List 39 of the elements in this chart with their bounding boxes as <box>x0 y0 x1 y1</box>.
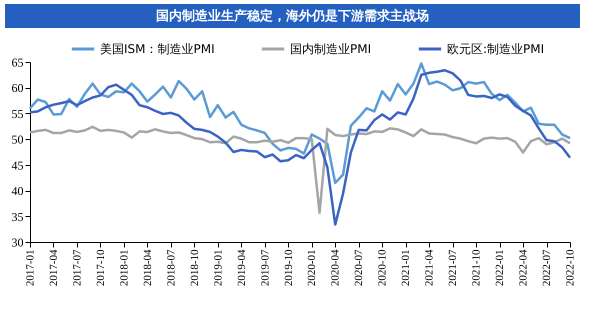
line-series <box>28 126 572 214</box>
y-tick-label: 65 <box>12 56 24 70</box>
x-tick-label: 2022-07 <box>541 249 554 286</box>
x-tick-label: 2021-10 <box>470 249 483 286</box>
x-tick-label: 2017-07 <box>71 249 84 286</box>
y-tick-label: 35 <box>12 210 24 224</box>
x-tick-label: 2020-01 <box>306 250 318 286</box>
x-tick-label: 2021-07 <box>447 249 460 286</box>
y-tick-label: 55 <box>12 106 24 121</box>
x-tick-label: 2020-10 <box>376 249 389 286</box>
chart-title: 国内制造业生产稳定，海外仍是下游需求主战场 <box>156 8 429 24</box>
y-tick-label: 60 <box>12 81 24 96</box>
y-tick-label: 30 <box>12 236 24 250</box>
x-tick-label: 2019-01 <box>212 250 224 286</box>
x-tick-label: 2018-07 <box>165 249 178 286</box>
x-tick-label: 2017-10 <box>94 249 107 286</box>
legend-label: 国内制造业PMI <box>290 42 372 56</box>
line-series <box>28 68 572 226</box>
x-tick-label: 2020-04 <box>330 249 342 286</box>
y-tick-label: 45 <box>12 158 24 172</box>
x-tick-label: 2019-10 <box>282 249 295 286</box>
x-tick-label: 2022-04 <box>518 249 530 286</box>
x-tick-label: 2018-01 <box>118 250 130 286</box>
line-series <box>28 62 572 184</box>
x-tick-label: 2018-10 <box>188 249 201 286</box>
x-tick-label: 2022-10 <box>564 249 576 286</box>
x-tick-label: 2017-04 <box>48 249 60 286</box>
x-tick-label: 2019-04 <box>236 249 248 286</box>
x-tick-label: 2021-04 <box>424 249 436 286</box>
legend-label: 美国ISM：制造业PMI <box>100 42 215 56</box>
x-tick-label: 2022-01 <box>494 250 506 286</box>
y-tick-label: 50 <box>12 132 24 147</box>
legend-label: 欧元区:制造业PMI <box>447 42 544 56</box>
x-tick-label: 2019-07 <box>259 249 272 286</box>
x-tick-label: 2020-07 <box>353 249 366 286</box>
x-tick-label: 2017-01 <box>24 250 36 286</box>
x-tick-label: 2018-04 <box>142 249 154 286</box>
y-tick-label: 40 <box>12 184 24 198</box>
x-tick-label: 2021-01 <box>400 250 412 286</box>
